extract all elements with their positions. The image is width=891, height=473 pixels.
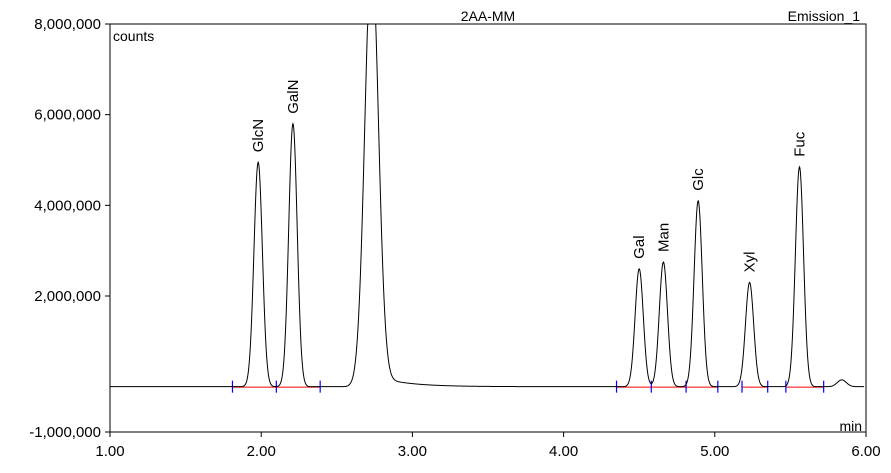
x-tick-label: 3.00	[398, 443, 427, 460]
peak-label: Xyl	[742, 252, 759, 273]
y-tick-label: 2,000,000	[34, 288, 101, 305]
x-tick-label: 2.00	[247, 443, 276, 460]
peak-label: GlcN	[250, 119, 267, 152]
y-tick-label: 6,000,000	[34, 107, 101, 124]
x-axis-label: min	[839, 418, 862, 434]
y-tick-label: 8,000,000	[34, 16, 101, 33]
peak-label: Glc	[690, 168, 707, 191]
channel-label: Emission_1	[788, 8, 861, 24]
y-tick-label: 4,000,000	[34, 197, 101, 214]
plot-frame	[109, 23, 867, 433]
chart-title: 2AA-MM	[461, 8, 515, 24]
peak-label: Man	[655, 223, 672, 252]
x-tick-label: 1.00	[95, 443, 124, 460]
x-tick-label: 5.00	[700, 443, 729, 460]
label-layer: GlcN GalN Gal Man Glc Xyl Fuc	[250, 80, 808, 273]
y-axis-label: counts	[113, 28, 154, 44]
peak-label: Fuc	[791, 131, 808, 157]
x-tick-label: 6.00	[851, 443, 880, 460]
axes-layer: 1.00 2.00 3.00 4.00 5.00 6.00 -1,000,000 2,000,…	[29, 16, 880, 460]
chromatogram-trace	[110, 23, 865, 388]
x-tick-label: 4.00	[549, 443, 578, 460]
peak-label: Gal	[631, 235, 648, 258]
y-tick-label: -1,000,000	[29, 424, 101, 441]
peak-label: GalN	[285, 80, 302, 114]
trace-layer	[110, 23, 865, 388]
